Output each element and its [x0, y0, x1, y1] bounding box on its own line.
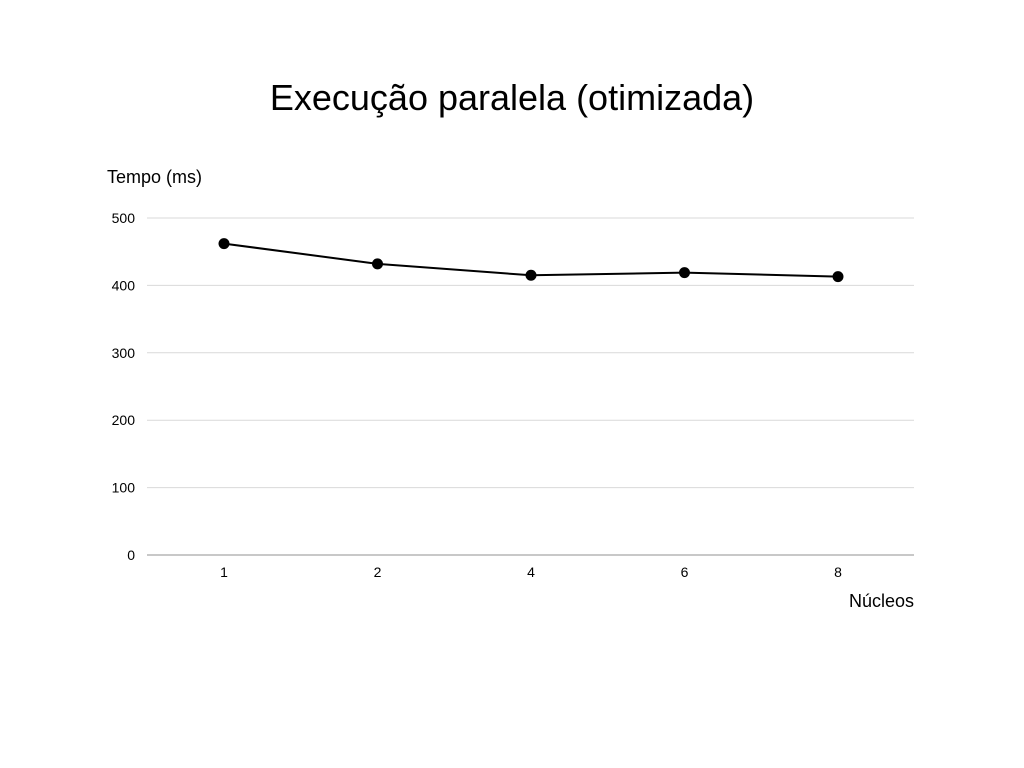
y-tick-labels: 0 100 200 300 400 500 [112, 210, 136, 563]
x-tick-label: 2 [374, 564, 382, 580]
x-tick-label: 6 [681, 564, 689, 580]
x-tick-labels: 1 2 4 6 8 [220, 564, 842, 580]
y-tick-label: 400 [112, 277, 136, 293]
y-tick-label: 100 [112, 480, 136, 496]
series-group [218, 238, 844, 283]
chart-title: Execução paralela (otimizada) [269, 77, 755, 118]
y-axis-label: Tempo (ms) [107, 167, 203, 187]
y-tick-label: 300 [112, 345, 136, 361]
x-tick-label: 8 [834, 564, 842, 580]
y-tick-label: 500 [112, 210, 136, 226]
x-tick-label: 4 [527, 564, 535, 580]
data-point [525, 269, 537, 281]
x-axis-label: Núcleos [848, 591, 914, 611]
y-tick-label: 0 [127, 547, 135, 563]
data-point [832, 271, 844, 283]
data-point [218, 238, 230, 250]
y-tick-label: 200 [112, 412, 136, 428]
data-point [372, 258, 383, 270]
data-point [679, 267, 690, 279]
x-tick-label: 1 [220, 564, 228, 580]
gridlines [147, 217, 914, 556]
